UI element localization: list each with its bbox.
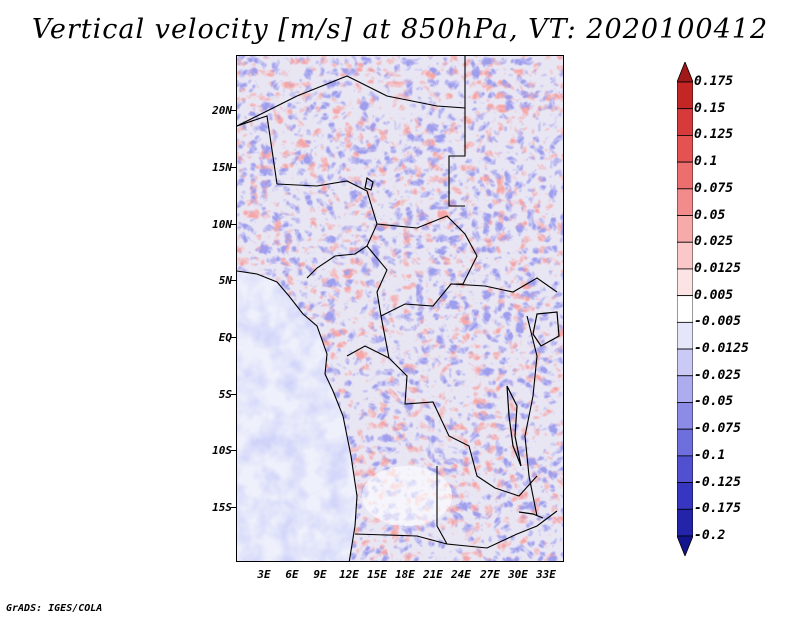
lat-label-10n: 10N: [212, 218, 232, 231]
colorbar-level-label: -0.1: [694, 447, 726, 463]
colorbar-segment: [677, 108, 693, 136]
lon-label-15e: 15E: [367, 568, 387, 581]
colorbar-level-label: 0.005: [694, 287, 734, 303]
grads-credit: GrADS: IGES/COLA: [6, 603, 103, 614]
lat-tick: [231, 337, 236, 338]
colorbar-top-arrow: [677, 62, 693, 83]
chart-title: Vertical velocity [m/s] at 850hPa, VT: 2…: [31, 14, 769, 45]
colorbar-level-label: -0.005: [694, 314, 741, 330]
lat-tick: [231, 394, 236, 395]
colorbar-level-label: 0.0125: [694, 260, 741, 276]
vertical-velocity-map: [236, 55, 564, 562]
lon-label-9e: 9E: [313, 568, 327, 581]
colorbar-level-label: -0.125: [694, 474, 741, 490]
colorbar-segment: [677, 215, 693, 243]
lat-tick: [231, 450, 236, 451]
lat-label-eq: EQ: [218, 331, 232, 344]
colorbar-segment: [677, 135, 693, 163]
colorbar-segment: [677, 348, 693, 377]
lon-label-12e: 12E: [339, 568, 359, 581]
colorbar-level-label: 0.075: [694, 180, 734, 196]
colorbar-level-label: 0.15: [694, 100, 726, 116]
lon-label-18e: 18E: [395, 568, 415, 581]
lon-label-30e: 30E: [508, 568, 528, 581]
colorbar-segment: [677, 482, 693, 510]
lon-label-21e: 21E: [423, 568, 443, 581]
lon-label-33e: 33E: [536, 568, 556, 581]
colorbar-segment: [677, 188, 693, 216]
colorbar-segment: [677, 161, 693, 190]
lake-outlines: [364, 177, 560, 519]
colorbar-level-label: 0.125: [694, 127, 734, 143]
lon-label-3e: 3E: [257, 568, 271, 581]
lon-label-6e: 6E: [285, 568, 299, 581]
colorbar-bottom-arrow: [677, 535, 693, 556]
lat-tick: [231, 507, 236, 508]
colorbar-segment: [677, 268, 693, 297]
colorbar-level-label: 0.025: [694, 234, 734, 250]
colorbar-segment: [677, 375, 693, 403]
colorbar-segment: [677, 241, 693, 270]
colorbar-level-label: 0.05: [694, 207, 726, 223]
lon-label-27e: 27E: [480, 568, 500, 581]
colorbar-level-label: -0.175: [694, 501, 741, 517]
colorbar-segment: [677, 321, 693, 350]
lat-label-20n: 20N: [212, 104, 232, 117]
lat-label-15n: 15N: [212, 161, 232, 174]
lat-tick: [231, 110, 236, 111]
lat-tick: [231, 224, 236, 225]
lon-label-24e: 24E: [451, 568, 471, 581]
colorbar-segment: [677, 508, 693, 537]
lat-label-5s: 5S: [218, 388, 232, 401]
colorbar-segment: [677, 428, 693, 457]
colorbar-level-label: -0.075: [694, 421, 741, 437]
colorbar-level-label: 0.175: [694, 74, 734, 89]
colorbar-segment: [677, 81, 693, 110]
lat-tick: [231, 167, 236, 168]
colorbar-segment: [677, 455, 693, 483]
lat-tick: [231, 280, 236, 281]
colorbar-segment: [677, 295, 693, 323]
lat-label-10s: 10S: [212, 444, 232, 457]
colorbar: [677, 62, 693, 556]
lat-label-15s: 15S: [212, 501, 232, 514]
colorbar-level-label: -0.05: [694, 394, 734, 410]
colorbar-segment: [677, 402, 693, 430]
colorbar-level-label: 0.1: [694, 154, 718, 170]
colorbar-level-label: -0.2: [694, 528, 726, 543]
colorbar-level-label: -0.025: [694, 367, 741, 383]
colorbar-level-label: -0.0125: [694, 341, 749, 357]
coastline-borders: [237, 56, 558, 561]
lat-label-5n: 5N: [218, 274, 232, 287]
